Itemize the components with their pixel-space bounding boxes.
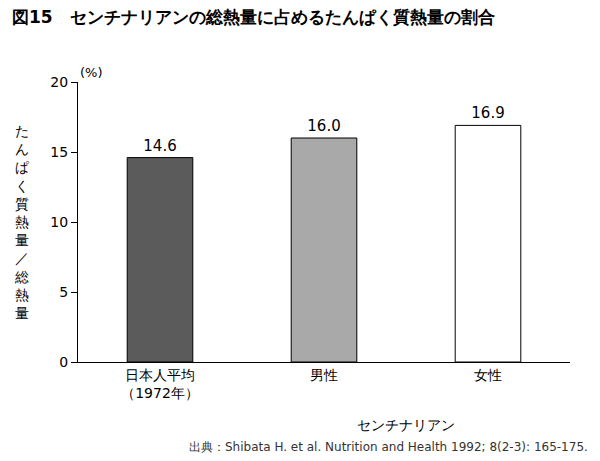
svg-text:16.9: 16.9 [471, 104, 504, 122]
svg-text:5: 5 [59, 284, 68, 300]
svg-text:女性: 女性 [474, 367, 502, 383]
svg-text:10: 10 [50, 214, 68, 230]
svg-text:図15 センチナリアンの総熱量に占めるたんぱく質熱量の割合: 図15 センチナリアンの総熱量に占めるたんぱく質熱量の割合 [12, 7, 495, 27]
svg-text:0: 0 [59, 354, 68, 370]
svg-text:20: 20 [50, 74, 68, 90]
svg-text:14.6: 14.6 [143, 137, 176, 155]
svg-text:日本人平均（1972年）: 日本人平均（1972年） [121, 367, 199, 401]
svg-text:センチナリアン: センチナリアン [357, 417, 455, 433]
svg-text:15: 15 [50, 144, 68, 160]
svg-text:16.0: 16.0 [307, 117, 340, 135]
svg-text:出典：Shibata H. et al. Nutrition: 出典：Shibata H. et al. Nutrition and Healt… [189, 440, 588, 454]
svg-text:(%): (%) [80, 65, 103, 80]
svg-text:男性: 男性 [310, 367, 338, 383]
svg-text:たんぱく質熱量／総熱量: たんぱく質熱量／総熱量 [14, 123, 29, 321]
